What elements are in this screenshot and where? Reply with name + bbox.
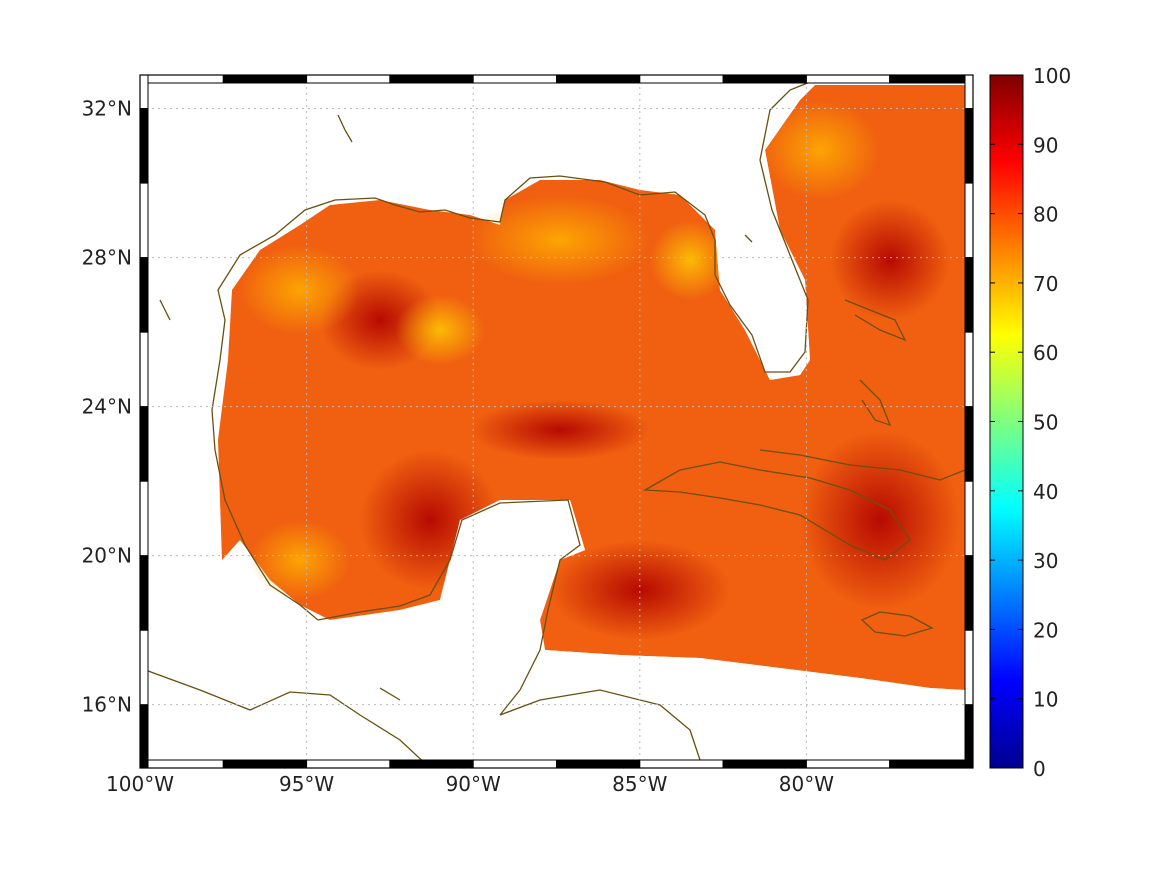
frame-outline <box>139 74 974 769</box>
colorbar-tick-label: 100 <box>1033 64 1071 88</box>
colorbar-tick-label: 10 <box>1033 688 1058 712</box>
frame-bar-bottom <box>556 759 641 769</box>
frame-bar-top <box>389 74 474 84</box>
frame-bar-top <box>472 74 558 84</box>
frame-bar-bottom <box>389 759 474 769</box>
latitude-labels: 16°N 20°N 24°N 28°N 32°N <box>82 97 132 717</box>
colorbar-tick-label: 30 <box>1033 549 1058 573</box>
latitude-tick-label: 16°N <box>82 693 132 717</box>
longitude-tick-label: 95°W <box>279 772 334 796</box>
frame-bar-bottom <box>889 759 974 769</box>
grid-lines <box>140 75 973 768</box>
frame-bar-bottom <box>222 759 308 769</box>
frame-bar-left <box>139 331 149 408</box>
frame-bar-right <box>964 629 974 706</box>
frame-bar-left <box>139 406 149 482</box>
colorbar: 0 10 20 30 40 50 60 70 80 90 100 <box>989 64 1071 781</box>
colorbar-tick-label: 20 <box>1033 618 1058 642</box>
frame-bar-bottom <box>472 759 558 769</box>
frame-bar-top <box>306 74 391 84</box>
frame-bar-left <box>139 74 149 110</box>
frame-bar-top <box>805 74 891 84</box>
colorbar-tick-label: 40 <box>1033 480 1058 504</box>
frame-bar-left <box>139 629 149 706</box>
frame-bar-right <box>964 704 974 769</box>
latitude-tick-label: 28°N <box>82 246 132 270</box>
longitude-labels: 100°W 95°W 90°W 85°W 80°W <box>106 772 834 796</box>
frame-bar-right <box>964 406 974 482</box>
frame-bar-top <box>139 74 224 84</box>
longitude-tick-label: 80°W <box>779 772 834 796</box>
frame-bar-top <box>556 74 641 84</box>
frame-bar-bottom <box>639 759 724 769</box>
longitude-tick-label: 85°W <box>612 772 667 796</box>
frame-bar-top <box>722 74 807 84</box>
land <box>140 85 965 768</box>
latitude-tick-label: 24°N <box>82 395 132 419</box>
frame-bar-left <box>139 108 149 184</box>
data-field <box>218 85 965 690</box>
map-frame <box>139 74 974 769</box>
colorbar-tick-label: 70 <box>1033 272 1058 296</box>
colorbar-tick-label: 60 <box>1033 341 1058 365</box>
frame-bar-left <box>139 480 149 557</box>
colorbar-tick-label: 50 <box>1033 411 1058 435</box>
frame-bar-left <box>139 182 149 259</box>
frame-bar-top <box>222 74 308 84</box>
colorbar-tick-label: 90 <box>1033 133 1058 157</box>
frame-bar-top <box>889 74 974 84</box>
frame-bar-left <box>139 704 149 769</box>
frame-bar-top <box>639 74 724 84</box>
frame-bar-bottom <box>306 759 391 769</box>
longitude-tick-label: 90°W <box>446 772 501 796</box>
frame-bar-bottom <box>722 759 807 769</box>
colorbar-ticks: 0 10 20 30 40 50 60 70 80 90 100 <box>990 64 1071 781</box>
frame-bar-bottom <box>805 759 891 769</box>
map-area <box>140 75 973 768</box>
colorbar-gradient <box>989 74 1024 769</box>
frame-bar-left <box>139 555 149 631</box>
latitude-tick-label: 20°N <box>82 544 132 568</box>
colorbar-tick-label: 80 <box>1033 203 1058 227</box>
latitude-tick-label: 32°N <box>82 97 132 121</box>
frame-bar-right <box>964 555 974 631</box>
frame-bar-right <box>964 257 974 333</box>
frame-bar-right <box>964 331 974 408</box>
frame-bar-right <box>964 480 974 557</box>
frame-bar-left <box>139 257 149 333</box>
frame-bar-right <box>964 182 974 259</box>
frame-bar-right <box>964 108 974 184</box>
colorbar-tick-label: 0 <box>1033 757 1046 781</box>
longitude-tick-label: 100°W <box>106 772 174 796</box>
frame-bar-right <box>964 74 974 110</box>
frame-bar-bottom <box>139 759 224 769</box>
